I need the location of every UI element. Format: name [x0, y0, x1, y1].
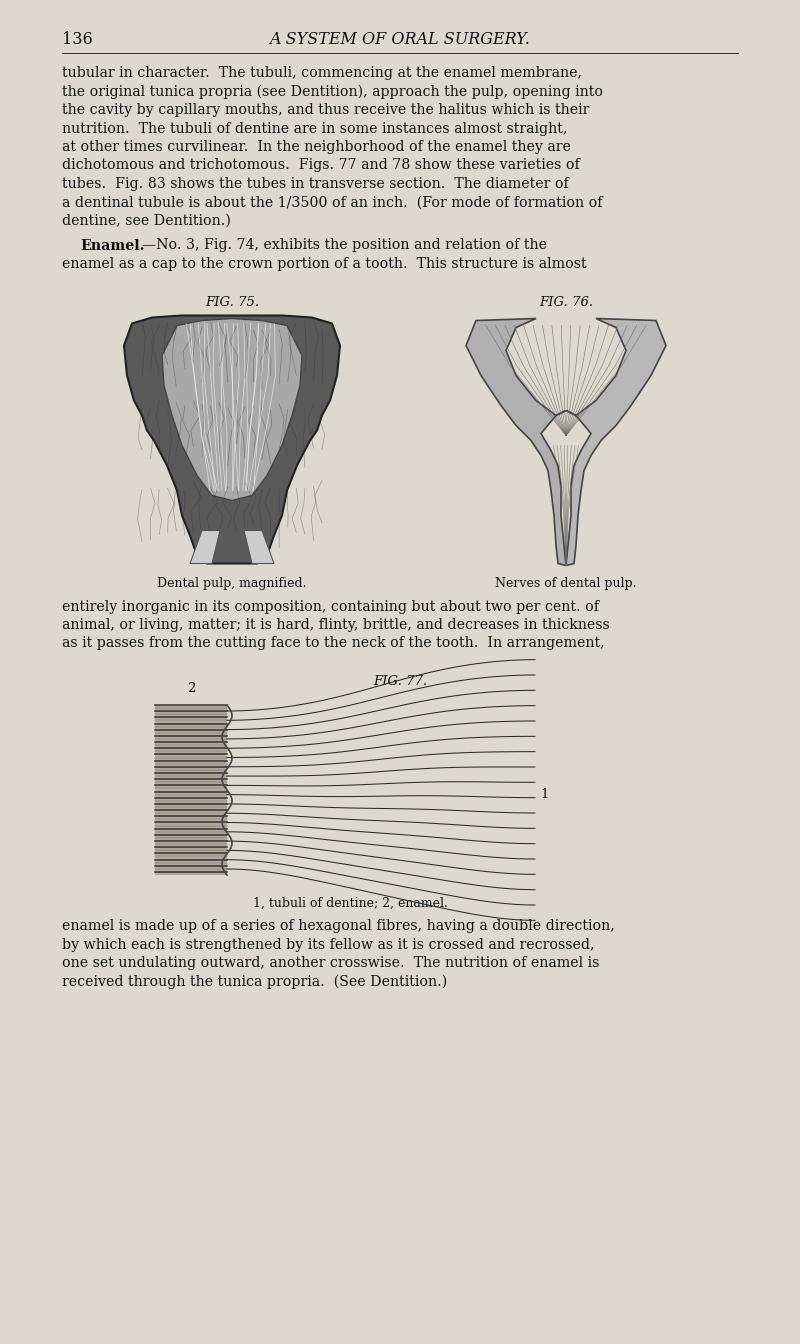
- Text: by which each is strengthened by its fellow as it is crossed and recrossed,: by which each is strengthened by its fel…: [62, 938, 594, 952]
- Text: Dental pulp, magnified.: Dental pulp, magnified.: [158, 578, 306, 590]
- Polygon shape: [124, 316, 340, 563]
- Text: —No. 3, Fig. 74, exhibits the position and relation of the: —No. 3, Fig. 74, exhibits the position a…: [142, 238, 547, 253]
- Text: 2: 2: [187, 681, 195, 695]
- Text: at other times curvilinear.  In the neighborhood of the enamel they are: at other times curvilinear. In the neigh…: [62, 140, 571, 155]
- Polygon shape: [566, 319, 666, 566]
- Text: 1, tubuli of dentine; 2, enamel.: 1, tubuli of dentine; 2, enamel.: [253, 896, 447, 910]
- Polygon shape: [244, 531, 274, 563]
- Polygon shape: [190, 531, 220, 563]
- Text: enamel as a cap to the crown portion of a tooth.  This structure is almost: enamel as a cap to the crown portion of …: [62, 257, 586, 271]
- Text: one set undulating outward, another crosswise.  The nutrition of enamel is: one set undulating outward, another cros…: [62, 956, 599, 970]
- Text: entirely inorganic in its composition, containing but about two per cent. of: entirely inorganic in its composition, c…: [62, 599, 599, 613]
- Polygon shape: [466, 319, 566, 566]
- Text: Nerves of dental pulp.: Nerves of dental pulp.: [495, 578, 637, 590]
- Text: the cavity by capillary mouths, and thus receive the halitus which is their: the cavity by capillary mouths, and thus…: [62, 103, 590, 117]
- Text: tubes.  Fig. 83 shows the tubes in transverse section.  The diameter of: tubes. Fig. 83 shows the tubes in transv…: [62, 177, 569, 191]
- Text: dentine, see Dentition.): dentine, see Dentition.): [62, 214, 231, 228]
- Text: 136: 136: [62, 31, 93, 48]
- Text: FIG. 77.: FIG. 77.: [373, 675, 427, 688]
- Bar: [155, 706, 227, 875]
- Text: received through the tunica propria.  (See Dentition.): received through the tunica propria. (Se…: [62, 974, 447, 989]
- Text: nutrition.  The tubuli of dentine are in some instances almost straight,: nutrition. The tubuli of dentine are in …: [62, 121, 567, 136]
- Text: the original tunica propria (see Dentition), approach the pulp, opening into: the original tunica propria (see Dentiti…: [62, 85, 603, 99]
- Text: animal, or living, matter; it is hard, flinty, brittle, and decreases in thickne: animal, or living, matter; it is hard, f…: [62, 618, 610, 632]
- Text: tubular in character.  The tubuli, commencing at the enamel membrane,: tubular in character. The tubuli, commen…: [62, 66, 582, 81]
- Text: FIG. 76.: FIG. 76.: [539, 296, 593, 309]
- Text: a dentinal tubule is about the 1/3500 of an inch.  (For mode of formation of: a dentinal tubule is about the 1/3500 of…: [62, 195, 602, 210]
- Text: dichotomous and trichotomous.  Figs. 77 and 78 show these varieties of: dichotomous and trichotomous. Figs. 77 a…: [62, 159, 580, 172]
- Polygon shape: [162, 319, 302, 500]
- Text: 1: 1: [540, 789, 548, 801]
- Text: FIG. 75.: FIG. 75.: [205, 296, 259, 309]
- Text: enamel is made up of a series of hexagonal fibres, having a double direction,: enamel is made up of a series of hexagon…: [62, 919, 614, 933]
- Text: as it passes from the cutting face to the neck of the tooth.  In arrangement,: as it passes from the cutting face to th…: [62, 637, 605, 650]
- Text: A SYSTEM OF ORAL SURGERY.: A SYSTEM OF ORAL SURGERY.: [270, 31, 530, 48]
- Text: Enamel.: Enamel.: [80, 238, 145, 253]
